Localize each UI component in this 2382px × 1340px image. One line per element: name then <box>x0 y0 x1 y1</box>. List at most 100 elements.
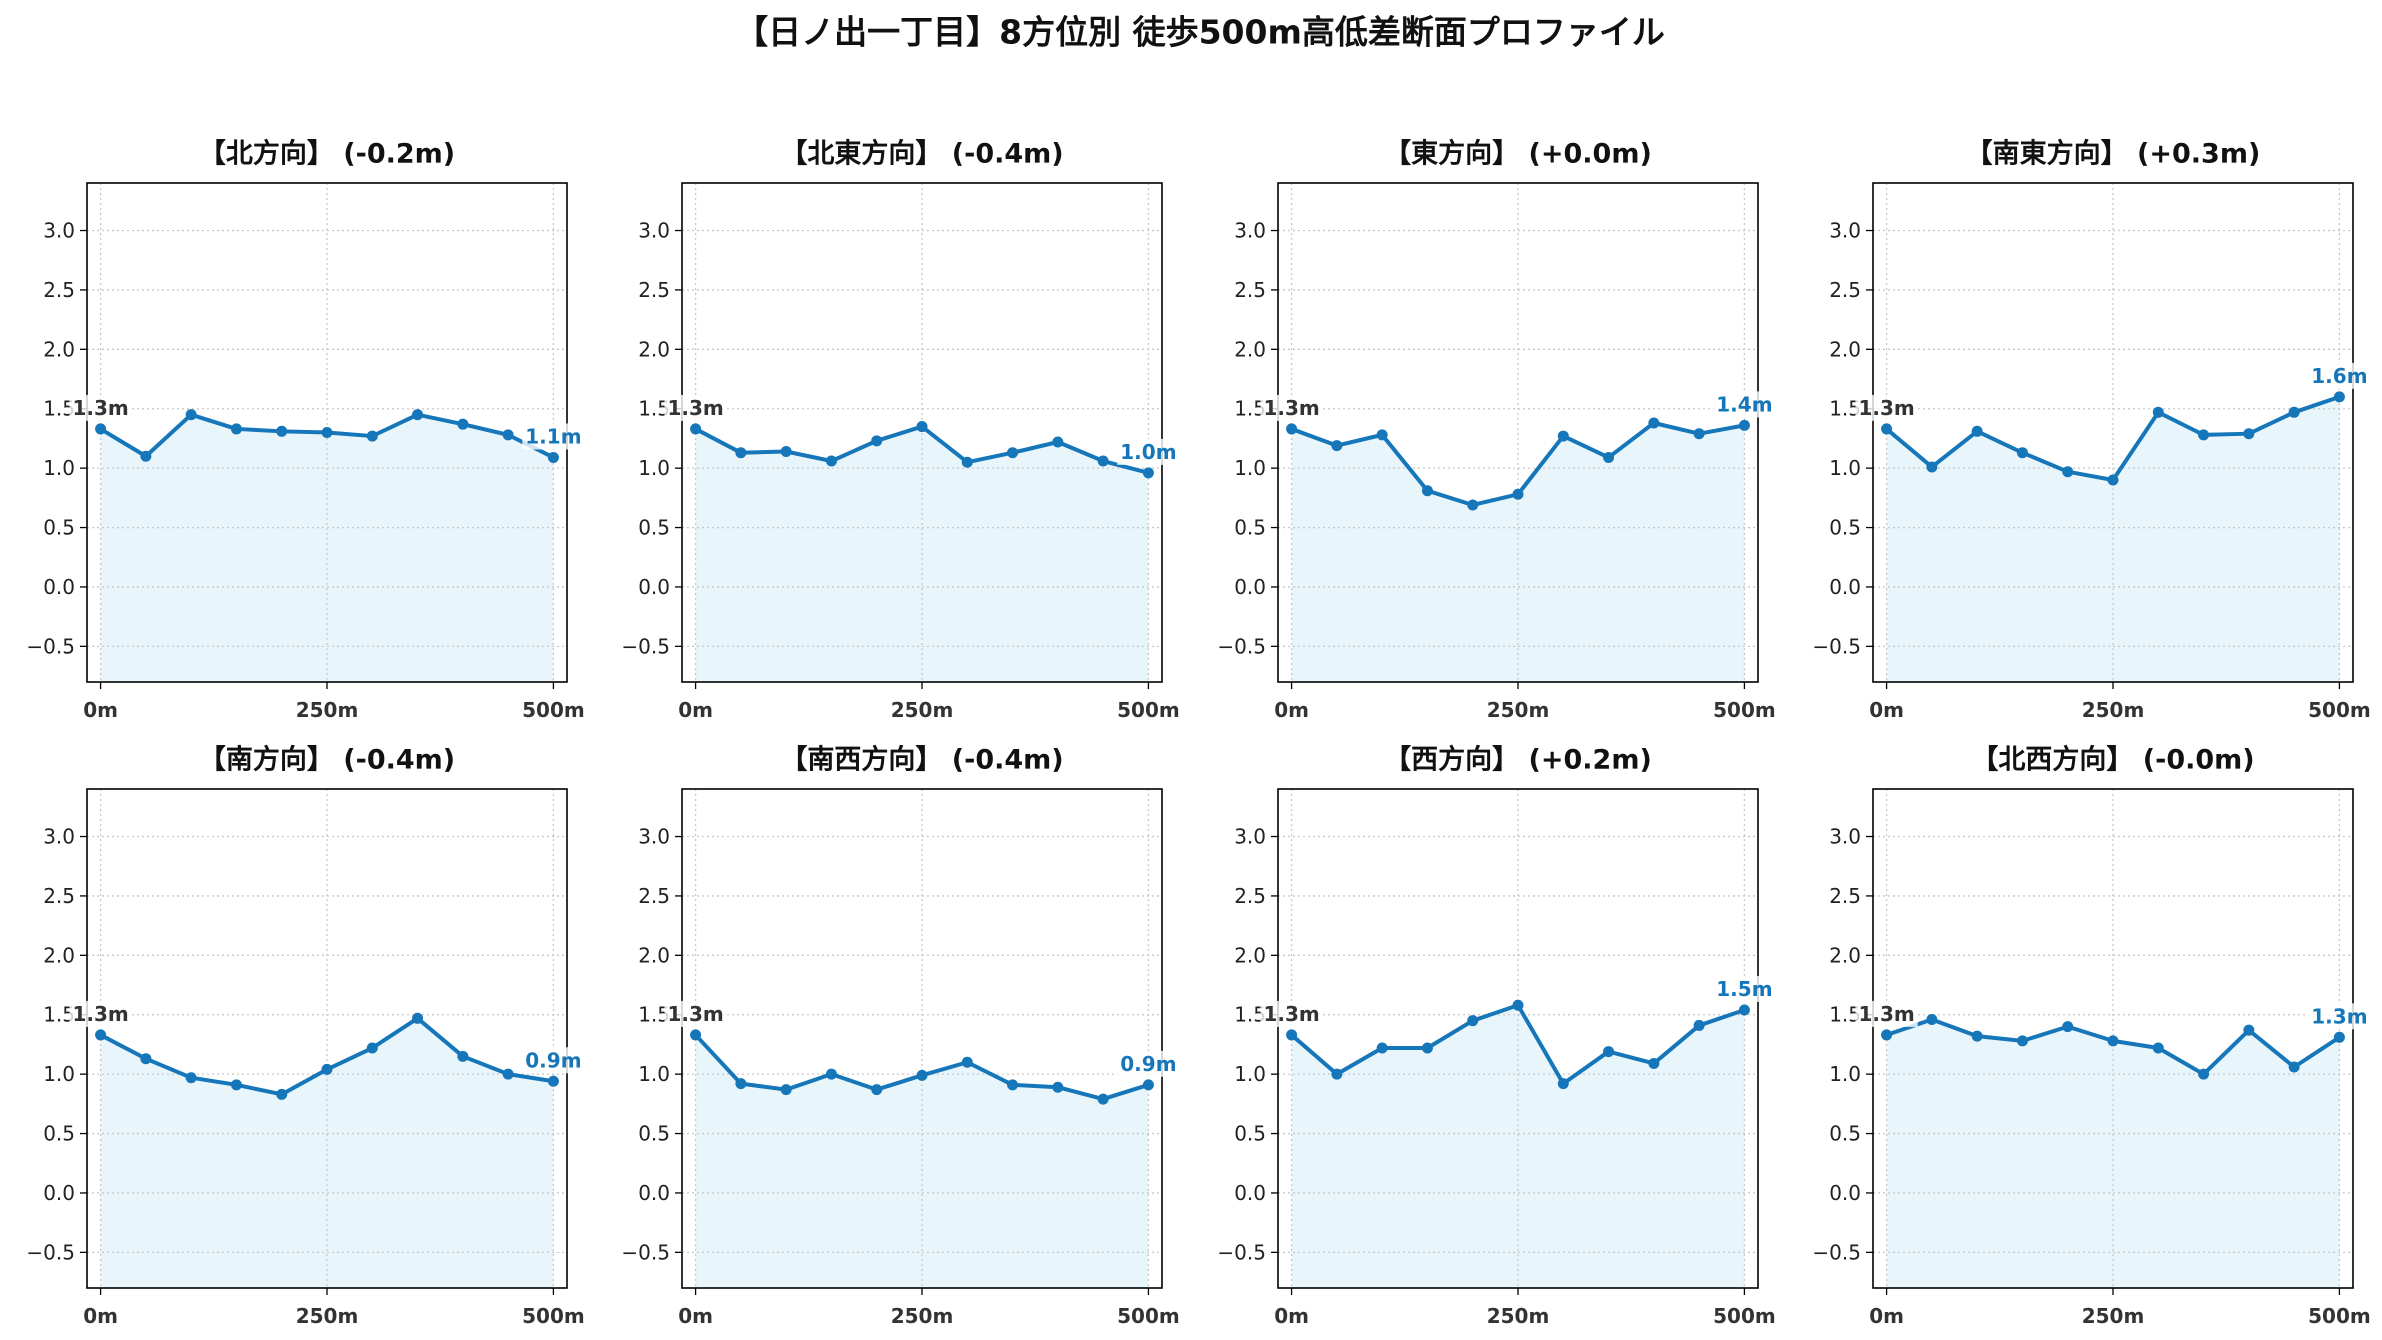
data-point <box>871 1084 883 1096</box>
x-tick-label: 250m <box>296 1304 359 1328</box>
data-point <box>735 447 747 459</box>
x-tick-label: 250m <box>891 698 954 722</box>
data-point <box>2243 1024 2255 1036</box>
data-point <box>457 1050 469 1062</box>
subplot: −0.5 0.0 0.5 1.0 1.5 2.0 2.5 3.0 0m 250m 500m 【北西方向… <box>1812 744 2370 1329</box>
y-tick-label: 3.0 <box>43 219 75 243</box>
y-tick-label: 0.5 <box>1234 1122 1266 1146</box>
data-point <box>2062 466 2074 478</box>
y-tick-label: 1.5 <box>1829 1003 1861 1027</box>
y-tick-label: −0.5 <box>1217 634 1266 658</box>
x-tick-label: 500m <box>1713 1304 1776 1328</box>
y-tick-label: 3.0 <box>638 219 670 243</box>
start-elevation-label: 1.3m <box>1858 396 1914 420</box>
x-tick-label: 500m <box>1117 698 1180 722</box>
subplot: −0.5 0.0 0.5 1.0 1.5 2.0 2.5 3.0 0m 250m 500m 【南西方向… <box>621 744 1179 1329</box>
y-tick-label: 2.0 <box>1234 337 1266 361</box>
data-point <box>2288 406 2300 418</box>
start-elevation-label-background <box>1260 394 1323 421</box>
data-point <box>1376 429 1388 441</box>
start-elevation-label-background <box>664 394 727 421</box>
start-elevation-label-background <box>1855 394 1918 421</box>
data-point <box>502 1068 514 1080</box>
y-tick-label: 1.0 <box>1829 456 1861 480</box>
start-elevation-label-background <box>664 1000 727 1027</box>
x-tick-label: 0m <box>1274 1304 1309 1328</box>
y-tick-label: 1.0 <box>43 1062 75 1086</box>
x-tick-label: 500m <box>1713 698 1776 722</box>
data-point <box>1097 1093 1109 1105</box>
start-elevation-label-background <box>69 1000 132 1027</box>
start-elevation-label: 1.3m <box>72 396 128 420</box>
end-elevation-label: 1.6m <box>2311 364 2367 388</box>
y-tick-label: 0.5 <box>1829 1122 1861 1146</box>
data-point <box>2333 391 2345 403</box>
y-tick-label: 0.0 <box>1829 575 1861 599</box>
data-point <box>366 1042 378 1054</box>
data-point <box>1512 488 1524 500</box>
profile-fill-area <box>1291 1005 1745 1288</box>
x-tick-label: 0m <box>1869 1304 1904 1328</box>
data-point <box>276 1088 288 1100</box>
y-tick-label: 0.5 <box>43 1122 75 1146</box>
data-point <box>230 423 242 435</box>
data-point <box>366 430 378 442</box>
data-point <box>547 451 559 463</box>
subplot: −0.50.00.51.01.52.02.53.00m 250m 500m【南東方向… <box>1812 138 2370 723</box>
data-point <box>321 427 333 438</box>
data-point <box>1097 455 1109 467</box>
data-point <box>961 1056 973 1068</box>
y-tick-label: 2.5 <box>1234 278 1266 302</box>
y-tick-label: 1.0 <box>43 456 75 480</box>
x-tick-label: 0m <box>1869 698 1904 722</box>
data-point <box>2107 474 2119 486</box>
data-point <box>1557 430 1569 442</box>
start-elevation-label-background <box>1260 1000 1323 1027</box>
y-tick-label: 2.0 <box>638 943 670 967</box>
data-point <box>95 423 107 435</box>
data-point <box>1693 428 1705 440</box>
subplot-title: 【南方向】 (-0.4m) <box>199 744 455 776</box>
data-point <box>1421 485 1433 497</box>
y-tick-label: 0.5 <box>1234 516 1266 540</box>
data-point <box>1738 419 1750 431</box>
y-tick-label: 2.0 <box>1829 943 1861 967</box>
data-point <box>1557 1078 1569 1090</box>
end-elevation-label-background <box>1117 438 1180 465</box>
end-elevation-label: 0.9m <box>525 1048 581 1072</box>
y-tick-label: 3.0 <box>638 825 670 849</box>
subplot-title: 【南西方向】 (-0.4m) <box>780 744 1063 776</box>
data-point <box>1738 1004 1750 1016</box>
data-point <box>1971 1030 1983 1042</box>
subplot-title: 【西方向】 (+0.2m) <box>1384 744 1652 776</box>
data-point <box>1926 1013 1938 1025</box>
y-tick-label: 0.5 <box>43 516 75 540</box>
y-tick-label: 0.0 <box>1829 1181 1861 1205</box>
subplot: −0.50.00.51.01.52.02.53.00m 250m 500m【北方向】… <box>26 138 584 723</box>
x-tick-label: 500m <box>522 698 585 722</box>
data-point <box>1603 451 1615 463</box>
data-point <box>1286 1029 1298 1041</box>
y-tick-label: 0.0 <box>1234 575 1266 599</box>
data-point <box>1971 425 1983 437</box>
data-point <box>185 1072 197 1084</box>
x-tick-label: 0m <box>83 1304 118 1328</box>
data-point <box>871 435 883 447</box>
y-tick-label: 0.5 <box>1829 516 1861 540</box>
data-point <box>412 409 424 421</box>
start-elevation-label: 1.3m <box>1858 1002 1914 1026</box>
data-point <box>1693 1019 1705 1031</box>
data-point <box>1376 1042 1388 1054</box>
x-tick-label: 500m <box>522 1304 585 1328</box>
end-elevation-label-background <box>2308 1003 2371 1030</box>
y-tick-label: 2.5 <box>638 278 670 302</box>
data-point <box>1421 1042 1433 1054</box>
y-tick-label: 0.0 <box>638 1181 670 1205</box>
figure-title: 【日ノ出一丁目】8方位別 徒歩500m高低差断面プロファイル <box>735 13 1665 52</box>
end-elevation-label: 1.5m <box>1716 977 1772 1001</box>
end-elevation-label-background <box>522 423 585 450</box>
data-point <box>1648 1057 1660 1069</box>
subplot-title: 【東方向】 (+0.0m) <box>1384 138 1652 170</box>
data-point <box>2016 447 2028 459</box>
